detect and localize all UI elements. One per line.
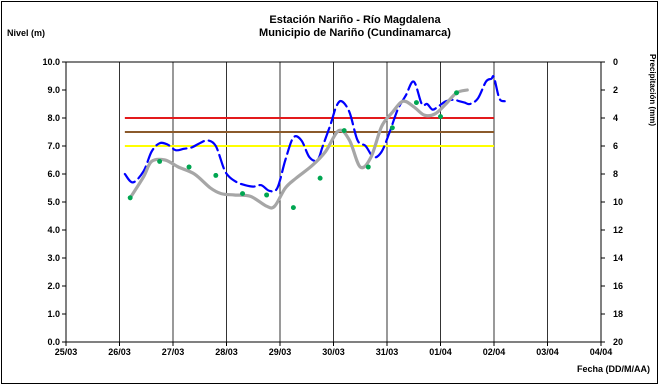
data-point bbox=[127, 195, 133, 201]
y2-tick-label: 2 bbox=[613, 85, 618, 95]
x-tick-label: 26/03 bbox=[108, 347, 131, 357]
y-axis-label: Nivel (m) bbox=[7, 28, 45, 38]
data-point bbox=[414, 100, 419, 105]
data-point bbox=[157, 159, 163, 164]
y2-tick-label: 12 bbox=[613, 225, 623, 235]
series-line-solid bbox=[128, 88, 469, 210]
y-tick-label: 0.0 bbox=[47, 337, 60, 347]
y-tick-label: 6.0 bbox=[47, 169, 60, 179]
y-tick-label: 1.0 bbox=[47, 309, 60, 319]
data-point bbox=[290, 205, 296, 211]
x-tick-label: 02/04 bbox=[483, 347, 506, 357]
x-tick-label: 25/03 bbox=[55, 347, 78, 357]
y2-tick-label: 10 bbox=[613, 197, 623, 207]
y2-tick-label: 14 bbox=[613, 253, 623, 263]
data-point bbox=[213, 173, 219, 178]
y2-tick-label: 8 bbox=[613, 169, 618, 179]
x-tick-label: 01/04 bbox=[429, 347, 452, 357]
data-point bbox=[317, 175, 323, 181]
y2-tick-label: 0 bbox=[613, 57, 618, 67]
data-point bbox=[454, 90, 459, 96]
y2-tick-label: 16 bbox=[613, 281, 623, 291]
y2-axis-label: Precipitación (mm) bbox=[648, 54, 657, 126]
x-tick-label: 27/03 bbox=[162, 347, 185, 357]
data-point bbox=[186, 164, 192, 170]
y2-tick-label: 4 bbox=[613, 113, 618, 123]
y-tick-label: 8.0 bbox=[47, 113, 60, 123]
x-tick-label: 29/03 bbox=[269, 347, 292, 357]
data-point bbox=[240, 191, 245, 197]
y-tick-label: 2.0 bbox=[47, 281, 60, 291]
x-tick-label: 04/04 bbox=[590, 347, 613, 357]
x-tick-label: 31/03 bbox=[376, 347, 399, 357]
series-line-dashed bbox=[123, 75, 506, 193]
data-point bbox=[438, 114, 443, 119]
x-tick-label: 28/03 bbox=[215, 347, 238, 357]
y2-tick-label: 20 bbox=[613, 337, 623, 347]
y-tick-label: 10.0 bbox=[42, 57, 60, 67]
y-tick-label: 3.0 bbox=[47, 253, 60, 263]
x-axis-label: Fecha (DD/M/AA) bbox=[577, 364, 650, 374]
y-tick-label: 4.0 bbox=[47, 225, 60, 235]
x-tick-label: 30/03 bbox=[322, 347, 345, 357]
y2-tick-label: 6 bbox=[613, 141, 618, 151]
data-point bbox=[389, 125, 395, 131]
y-tick-label: 9.0 bbox=[47, 85, 60, 95]
y-tick-label: 5.0 bbox=[47, 197, 60, 207]
data-point bbox=[365, 164, 371, 170]
data-point bbox=[341, 128, 347, 134]
x-tick-label: 03/04 bbox=[536, 347, 559, 357]
y-tick-label: 7.0 bbox=[47, 141, 60, 151]
y2-tick-label: 18 bbox=[613, 309, 623, 319]
data-point bbox=[264, 192, 270, 198]
chart-subtitle: Municipio de Nariño (Cundinamarca) bbox=[259, 27, 451, 39]
chart-title: Estación Nariño - Río Magdalena bbox=[269, 14, 441, 26]
